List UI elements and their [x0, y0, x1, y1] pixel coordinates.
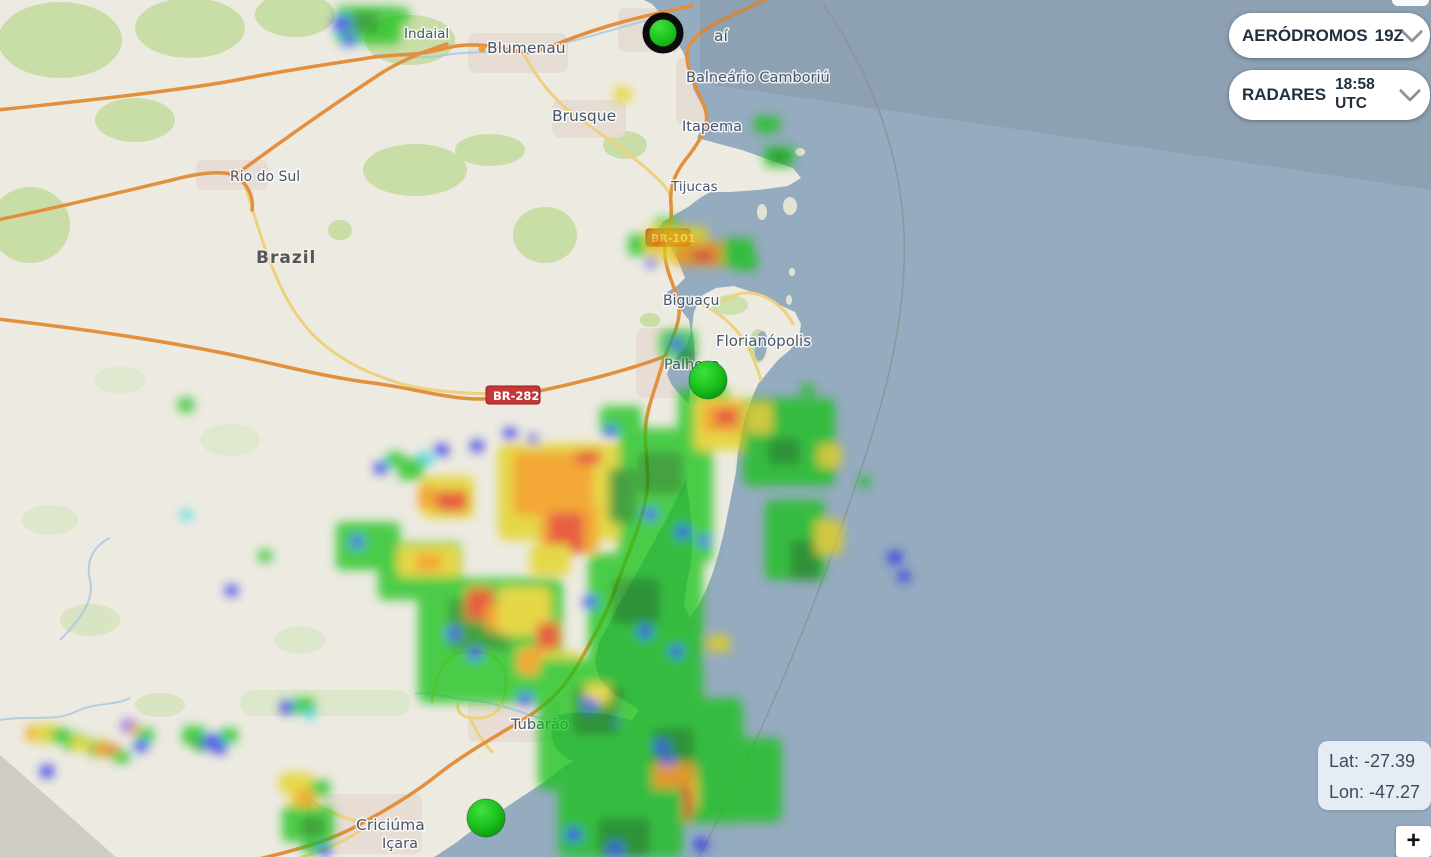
- island-lagoon: [754, 331, 768, 361]
- radares-label: RADARES: [1242, 85, 1327, 104]
- small-islands: [757, 148, 805, 305]
- map-label-itapema: Itapema: [682, 119, 742, 135]
- radares-time-block: 18:58 UTC: [1335, 76, 1375, 113]
- map-label-indaial: Indaial: [404, 26, 449, 42]
- map-label-criciuma: Criciúma: [356, 816, 425, 834]
- map-label-icara: Içara: [382, 836, 418, 852]
- aerodromos-label: AERÓDROMOS: [1242, 25, 1368, 45]
- map-label-rio-do-sul: Rio do Sul: [230, 169, 300, 185]
- aerodromos-dropdown[interactable]: AERÓDROMOS 19Z: [1229, 13, 1430, 58]
- island-forest: [712, 295, 748, 315]
- map-label-brazil: Brazil: [256, 248, 316, 268]
- map-label-balneario: Balneário Camboriú: [686, 70, 830, 86]
- radares-time: 18:58: [1335, 76, 1375, 94]
- chevron-down-icon: [1400, 19, 1424, 43]
- radares-dropdown[interactable]: RADARES 18:58 UTC: [1229, 70, 1430, 120]
- chevron-down-icon: [1398, 79, 1422, 103]
- map-label-florianopolis: Florianópolis: [716, 332, 811, 350]
- map-label-blumenau: Blumenau: [487, 39, 566, 57]
- longitude-readout: Lon: -47.27: [1329, 781, 1421, 802]
- aerodrome-markers: [466, 12, 728, 838]
- city-dot: [478, 45, 486, 53]
- partial-control: [1392, 0, 1429, 6]
- aerodrome-marker-1[interactable]: [642, 12, 684, 54]
- map-label-itajai: aí: [714, 27, 728, 45]
- map-label-tijucas: Tijucas: [670, 179, 718, 195]
- road-badge-label: BR-282: [493, 389, 539, 403]
- map-label-brusque: Brusque: [552, 107, 616, 125]
- latitude-readout: Lat: -27.39: [1329, 751, 1416, 771]
- aerodrome-marker-2[interactable]: [688, 360, 728, 400]
- roads: [0, 0, 795, 857]
- range-arc-line: [698, 3, 906, 857]
- precipitation-layer: [26, 6, 910, 857]
- radares-timezone: UTC: [1335, 95, 1367, 112]
- cursor-coordinates: Lat: -27.39 Lon: -47.27: [1318, 741, 1431, 810]
- aerodromos-value: 19Z: [1374, 25, 1404, 45]
- forest-patches: [0, 0, 660, 717]
- road-badge-br282: BR-282: [485, 385, 541, 405]
- map-label-biguacu: Biguaçu: [663, 293, 719, 309]
- zoom-in-button[interactable]: +: [1396, 826, 1431, 857]
- plus-icon: +: [1406, 827, 1421, 854]
- aerodrome-marker-3[interactable]: [466, 798, 506, 838]
